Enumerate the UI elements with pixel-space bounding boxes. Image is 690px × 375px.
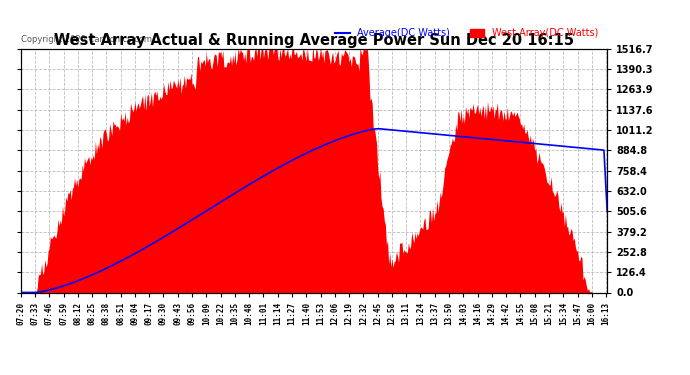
Legend: Average(DC Watts), West Array(DC Watts): Average(DC Watts), West Array(DC Watts): [331, 24, 602, 42]
Title: West Array Actual & Running Average Power Sun Dec 20 16:15: West Array Actual & Running Average Powe…: [54, 33, 574, 48]
Text: Copyright 2020 Cartronics.com: Copyright 2020 Cartronics.com: [21, 35, 152, 44]
